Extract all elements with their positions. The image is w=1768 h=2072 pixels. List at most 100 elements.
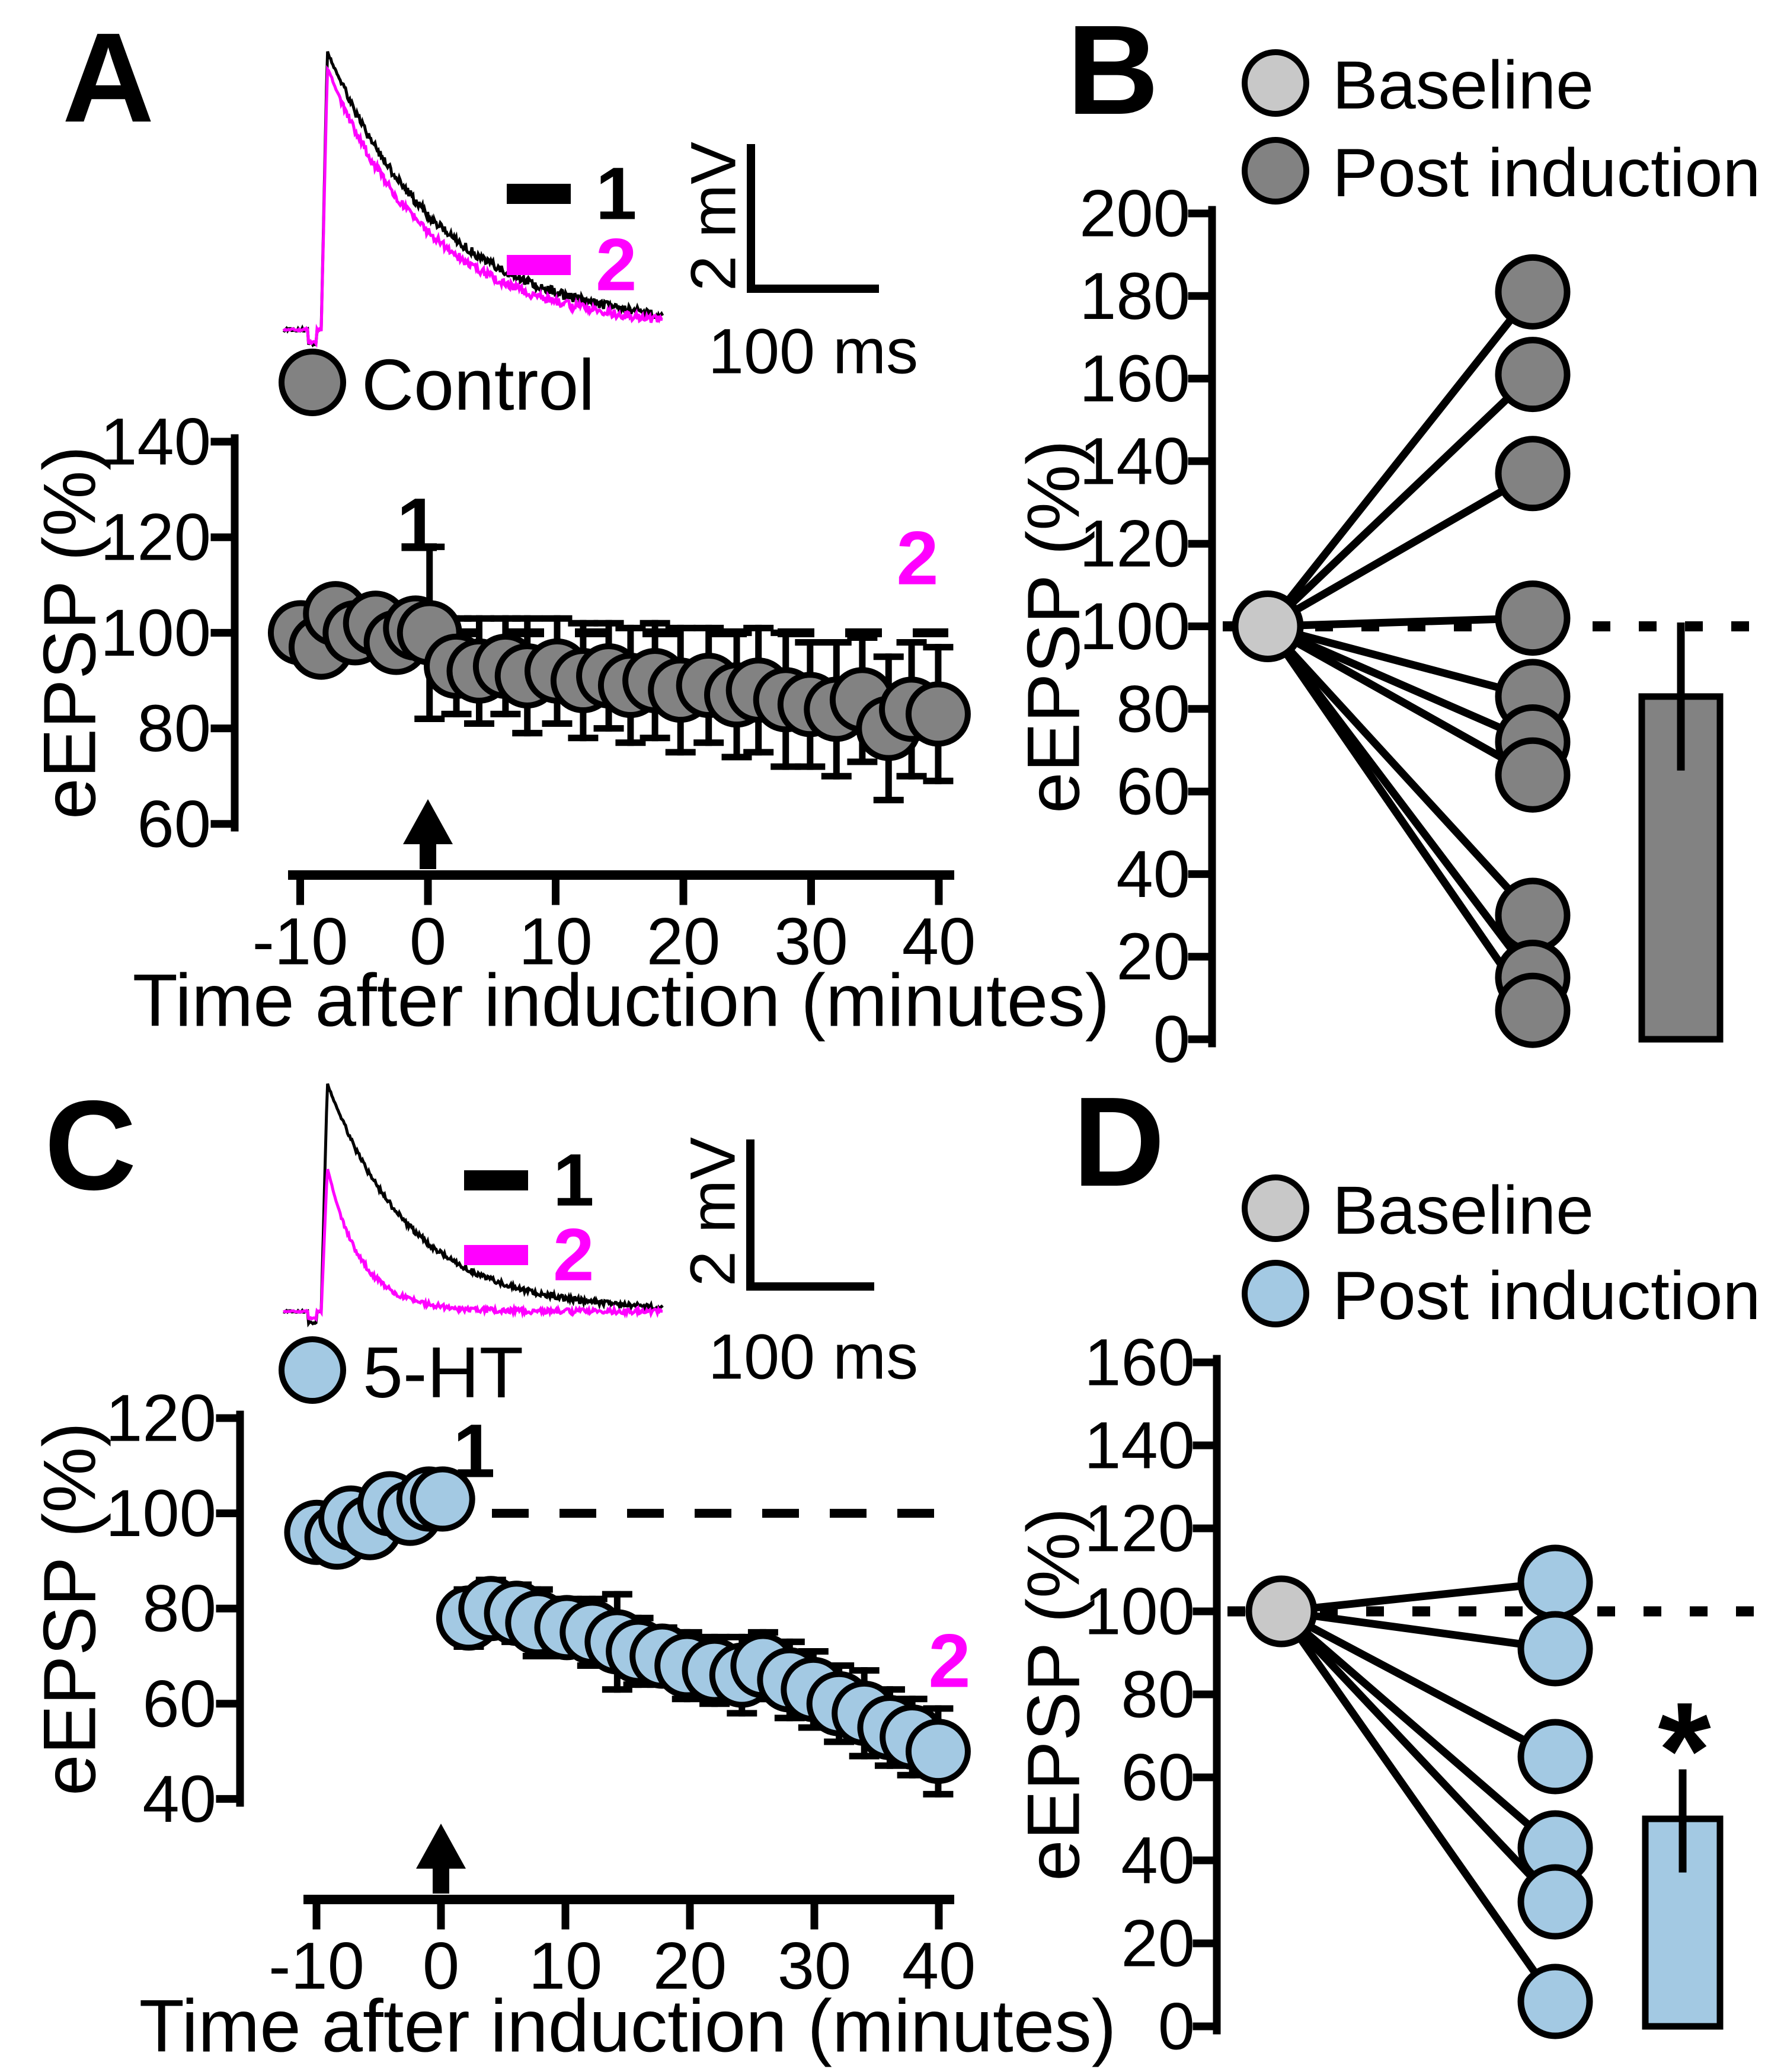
data-point [410,1466,475,1532]
x-tick-label: 10 [519,905,593,979]
post-induction-point [1495,580,1571,656]
legend-label-1: Post induction [1332,135,1760,211]
y-tick-label: 160 [1079,341,1190,416]
y-tick-label: 60 [1116,755,1190,829]
paired-line [1287,648,1511,892]
induction-arrow [403,799,453,869]
y-tick-label: 120 [105,1381,216,1455]
scale-bar [747,144,879,293]
y-axis-title: eEPSP (%) [1013,1508,1095,1881]
y-tick-label: 80 [137,691,211,765]
x-tick-label: 40 [902,1929,976,2003]
group-legend-marker [279,1336,346,1404]
trace-1-label: 1 [596,153,637,235]
post-induction-point [1517,1964,1593,2039]
y-tick-label: 0 [1158,1990,1195,2064]
legend-label-1: Post induction [1332,1258,1760,1334]
paired-line [1302,1633,1533,1878]
trace-1-swatch [507,184,571,204]
annotation-2: 2 [896,516,938,601]
y-tick-label: 0 [1153,1003,1190,1077]
paired-line [1304,1630,1530,1827]
post-induction-point [1517,1864,1593,1940]
trace-2-label: 2 [596,224,637,307]
inset-trace-2 [283,1169,663,1323]
panel-letter-a: A [62,6,154,149]
y-axis-title: eEPSP (%) [1013,440,1095,813]
paired-line [1283,652,1516,983]
legend-marker-1 [1242,137,1309,205]
y-tick-label: 40 [142,1762,216,1836]
y-tick-label: 100 [105,1476,216,1550]
x-axis-title: Time after induction (minutes) [139,1985,1117,2068]
vscale-label: 2 mV [677,142,749,291]
post-induction-point [1517,1719,1593,1795]
legend-marker-1 [1242,1260,1309,1327]
panel-letter-d: D [1073,1070,1165,1213]
scale-bar [746,1139,874,1291]
x-tick-label: 30 [774,905,848,979]
trace-1-swatch [464,1170,528,1190]
post-induction-point [1517,1611,1593,1687]
paired-line [1297,1636,1537,1974]
mean-bar [1638,693,1724,1043]
inset-trace-2 [282,65,663,348]
y-tick-label: 120 [1084,1492,1195,1566]
legend-marker-0 [1242,1174,1309,1242]
panel-b: B Baseline Post induction 0 20 40 60 80 100 120 14… [1013,0,1761,1077]
paired-line [1297,636,1501,731]
x-tick-label: 30 [778,1929,852,2003]
post-induction-point [1517,1544,1593,1620]
induction-arrow [416,1824,466,1894]
inset-trace-1 [282,51,664,348]
y-tick-label: 120 [100,500,211,574]
group-legend-label: Control [362,344,594,425]
y-tick-label: 140 [100,405,211,479]
post-induction-point [1495,337,1571,413]
vscale-label: 2 mV [677,1137,749,1286]
annotation-1: 1 [453,1409,495,1494]
y-axis-title: eEPSP (%) [29,1422,111,1796]
x-axis-title: Time after induction (minutes) [133,960,1110,1042]
hscale-label: 100 ms [708,1321,918,1393]
data-point [905,1719,971,1784]
baseline-point [1245,1575,1318,1648]
inset-trace-1 [283,1083,664,1328]
y-tick-label: 80 [142,1572,216,1646]
y-tick-label: 100 [1079,589,1190,663]
y-tick-label: 60 [1121,1741,1195,1815]
paired-line [1301,615,1497,630]
post-induction-point [1495,737,1571,813]
annotation-2: 2 [928,1619,970,1704]
paired-line [1285,318,1513,603]
post-induction-point [1495,877,1571,953]
paired-line [1294,488,1503,613]
group-legend-label: 5-HT [363,1332,523,1413]
post-induction-point [1495,254,1571,330]
x-tick-label: -10 [268,1929,365,2003]
trace-2-swatch [507,255,571,275]
paired-line [1309,1623,1525,1743]
legend-marker-0 [1242,49,1309,117]
paired-line [1314,1582,1520,1612]
x-tick-label: 40 [902,905,976,979]
y-tick-label: 60 [137,787,211,861]
baseline-point [1232,590,1304,662]
y-tick-label: 160 [1084,1326,1195,1400]
y-tick-label: 200 [1079,177,1190,251]
y-axis-title: eEPSP (%) [29,446,111,819]
data-point [905,681,971,747]
y-tick-label: 40 [1121,1824,1195,1898]
y-tick-label: 80 [1121,1658,1195,1732]
y-tick-label: 100 [100,596,211,670]
legend-label-0: Baseline [1332,47,1594,123]
panel-letter-c: C [44,1074,136,1217]
y-tick-label: 100 [1084,1575,1195,1649]
trace-1-label: 1 [553,1139,594,1222]
hscale-label: 100 ms [708,315,918,387]
group-legend-marker [279,349,346,416]
y-tick-label: 20 [1116,920,1190,994]
